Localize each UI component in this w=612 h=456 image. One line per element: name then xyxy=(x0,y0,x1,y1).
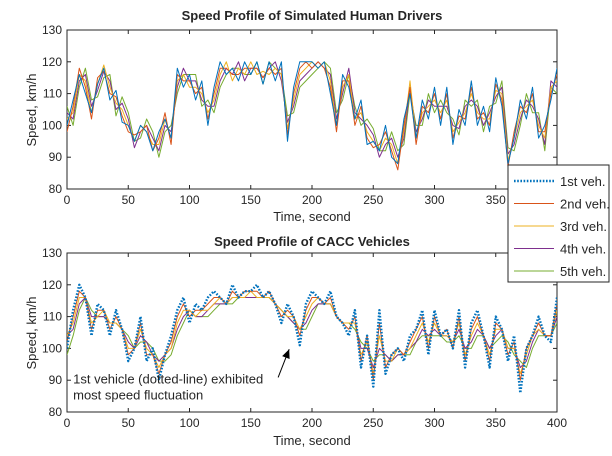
x-tick-label: 350 xyxy=(486,416,506,430)
y-tick-label: 130 xyxy=(42,246,62,260)
annotation-text: most speed fluctuation xyxy=(73,387,203,402)
x-tick-label: 150 xyxy=(241,416,261,430)
annotation: 1st vehicle (dotted-line) exhibitedmost … xyxy=(73,349,290,402)
x-tick-label: 350 xyxy=(486,193,506,207)
y-axis-label: Speed, km/h xyxy=(24,297,39,370)
annotation-arrowhead xyxy=(282,349,290,360)
human-drivers-chart: Speed Profile of Simulated Human Drivers… xyxy=(24,8,558,224)
x-tick-label: 0 xyxy=(64,193,71,207)
x-tick-label: 250 xyxy=(363,416,383,430)
series-line-3rd-veh- xyxy=(67,290,557,375)
plot-area xyxy=(66,29,558,190)
x-tick-label: 100 xyxy=(179,416,199,430)
y-tick-label: 100 xyxy=(42,118,62,132)
x-tick-label: 0 xyxy=(64,416,71,430)
y-tick-label: 90 xyxy=(49,150,63,164)
legend-box xyxy=(507,164,610,283)
y-tick-label: 90 xyxy=(49,373,63,387)
y-tick-label: 120 xyxy=(42,55,62,69)
x-tick-label: 200 xyxy=(302,416,322,430)
legend-entry-label: 2nd veh. xyxy=(560,197,610,212)
x-tick-label: 200 xyxy=(302,193,322,207)
y-tick-label: 80 xyxy=(49,405,63,419)
legend-entry-label: 5th veh. xyxy=(560,264,606,279)
x-tick-label: 150 xyxy=(241,193,261,207)
y-tick-label: 110 xyxy=(43,87,62,101)
y-tick-label: 100 xyxy=(42,341,62,355)
series-line-1st-veh- xyxy=(67,283,557,395)
y-tick-label: 130 xyxy=(42,23,62,37)
series-line-5th-veh- xyxy=(67,61,557,158)
x-tick-label: 400 xyxy=(547,416,567,430)
annotation-text: 1st vehicle (dotted-line) exhibited xyxy=(73,371,263,386)
series-line-5th-veh- xyxy=(67,297,557,368)
x-axis-label: Time, second xyxy=(273,209,351,224)
x-tick-label: 100 xyxy=(179,193,199,207)
y-tick-label: 110 xyxy=(43,310,62,324)
y-tick-label: 120 xyxy=(42,278,62,292)
x-tick-label: 50 xyxy=(122,416,136,430)
legend-entry-label: 4th veh. xyxy=(560,242,606,257)
y-axis-label: Speed, km/h xyxy=(24,74,39,147)
chart-title: Speed Profile of CACC Vehicles xyxy=(214,234,410,249)
series-line-4th-veh- xyxy=(67,297,557,368)
legend: 1st veh. 2nd veh. 3rd veh. 4th veh. 5th veh. xyxy=(507,164,610,283)
x-tick-label: 300 xyxy=(424,193,444,207)
x-tick-label: 250 xyxy=(363,193,383,207)
x-tick-label: 50 xyxy=(122,193,136,207)
legend-entry-label: 1st veh. xyxy=(560,174,606,189)
x-tick-label: 300 xyxy=(424,416,444,430)
chart-title: Speed Profile of Simulated Human Drivers xyxy=(182,8,443,23)
cacc-vehicles-chart: Speed Profile of CACC Vehicles 0 50 100 150… xyxy=(24,234,567,448)
legend-entry-label: 3rd veh. xyxy=(560,219,607,234)
series-line-1st-veh- xyxy=(67,61,557,165)
x-axis-label: Time, second xyxy=(273,433,351,448)
y-tick-label: 80 xyxy=(49,182,63,196)
